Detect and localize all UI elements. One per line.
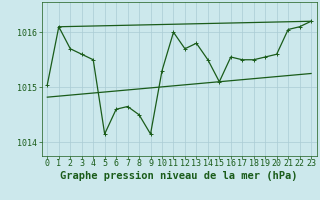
X-axis label: Graphe pression niveau de la mer (hPa): Graphe pression niveau de la mer (hPa) [60,171,298,181]
